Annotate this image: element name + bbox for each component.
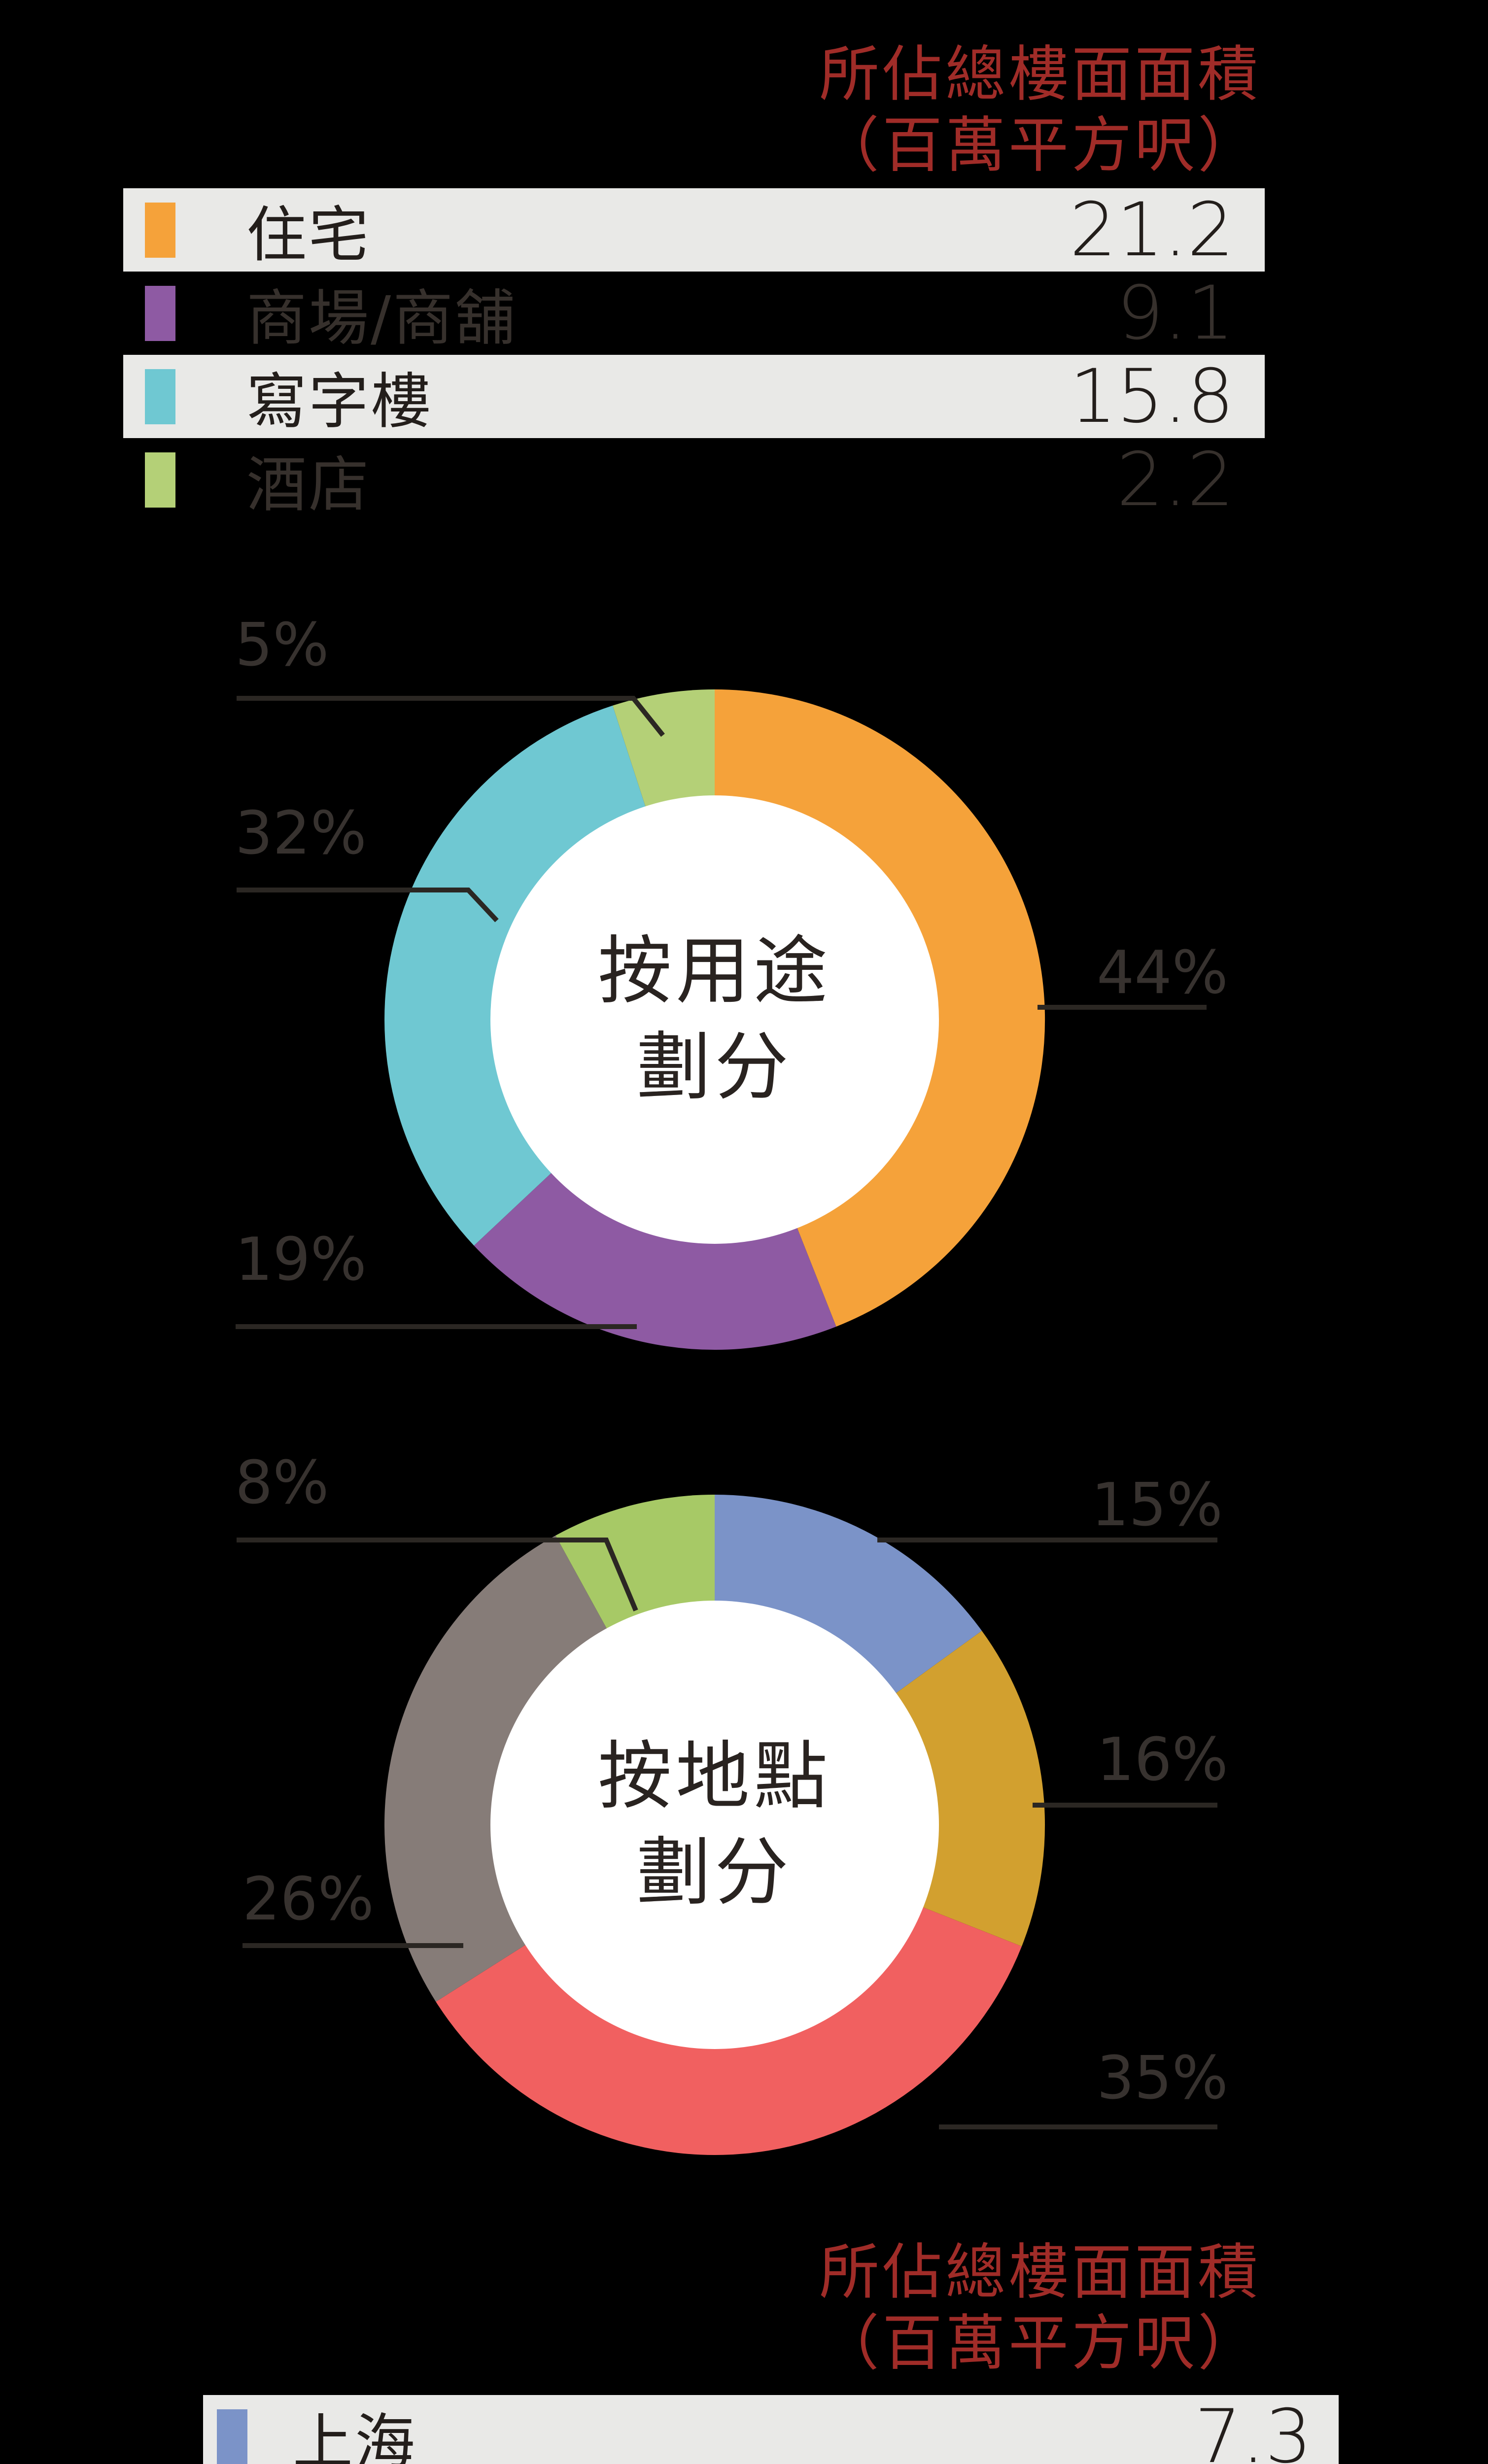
- gfa-value: 15.8: [1070, 353, 1234, 440]
- category-label: 住宅: [246, 200, 371, 270]
- location-label-shanghai-15pct: 15%: [1091, 1471, 1223, 1540]
- usage-title-line2: 劃分: [636, 1025, 793, 1110]
- location-legend-table: 上海 7.3 其他長江三角洲城市 7.5 廣州 17.0 其他大灣區城市 12.…: [203, 2394, 1339, 2464]
- gfa-value: 2.2: [1116, 437, 1234, 523]
- usage-label-hotel-5pct: 5%: [235, 611, 329, 680]
- color-swatch-hotel: [145, 452, 175, 508]
- gfa-header-top: 所佔總樓面面積 （百萬平方呎）: [769, 39, 1311, 181]
- gfa-header-bottom-line2: （百萬平方呎）: [819, 2308, 1261, 2378]
- usage-label-residential-44pct: 44%: [1097, 939, 1228, 1007]
- gfa-value: 21.2: [1070, 187, 1234, 273]
- gfa-header-bottom-line1: 所佔總樓面面積: [819, 2237, 1261, 2307]
- gfa-header-bottom: 所佔總樓面面積 （百萬平方呎）: [769, 2237, 1311, 2379]
- legend-row-hotel: 酒店 2.2: [123, 437, 1265, 523]
- usage-label-office-32pct: 32%: [235, 799, 367, 868]
- usage-label-retail-19pct: 19%: [235, 1226, 367, 1294]
- location-label-gba-26pct: 26%: [242, 1865, 374, 1934]
- usage-legend-table: 住宅 21.2 商場/商舖 9.1 寫字樓 15.8 酒店 2.2: [123, 187, 1265, 523]
- category-label: 寫字樓: [246, 367, 433, 437]
- gfa-value: 9.1: [1116, 270, 1234, 356]
- location-title-line2: 劃分: [636, 1830, 793, 1916]
- color-swatch-residential: [145, 202, 175, 258]
- category-label: 酒店: [246, 450, 371, 520]
- gfa-header-top-line1: 所佔總樓面面積: [819, 39, 1261, 109]
- location-label-guangzhou-35pct: 35%: [1097, 2044, 1228, 2113]
- gfa-value: 7.3: [1194, 2394, 1312, 2464]
- location-title-line1: 按地點: [597, 1734, 831, 1819]
- legend-row-residential: 住宅 21.2: [123, 187, 1265, 273]
- location-label-yrd-16pct: 16%: [1097, 1726, 1228, 1794]
- usage-donut-center-title: 按用途 劃分: [518, 924, 912, 1116]
- color-swatch-shanghai: [217, 2409, 247, 2464]
- usage-title-line1: 按用途: [597, 928, 831, 1014]
- color-swatch-office: [145, 369, 175, 424]
- legend-row-office: 寫字樓 15.8: [123, 353, 1265, 440]
- legend-row-shanghai: 上海 7.3: [203, 2394, 1339, 2464]
- location-donut-center-title: 按地點 劃分: [518, 1729, 912, 1921]
- category-label: 商場/商舖: [246, 283, 518, 353]
- location-label-chengdu-8pct: 8%: [235, 1449, 329, 1517]
- gfa-header-top-line2: （百萬平方呎）: [819, 110, 1261, 180]
- category-label: 上海: [293, 2407, 417, 2464]
- usage-donut-chart: [384, 689, 1045, 1350]
- legend-row-retail: 商場/商舖 9.1: [123, 270, 1265, 356]
- color-swatch-retail: [145, 285, 175, 341]
